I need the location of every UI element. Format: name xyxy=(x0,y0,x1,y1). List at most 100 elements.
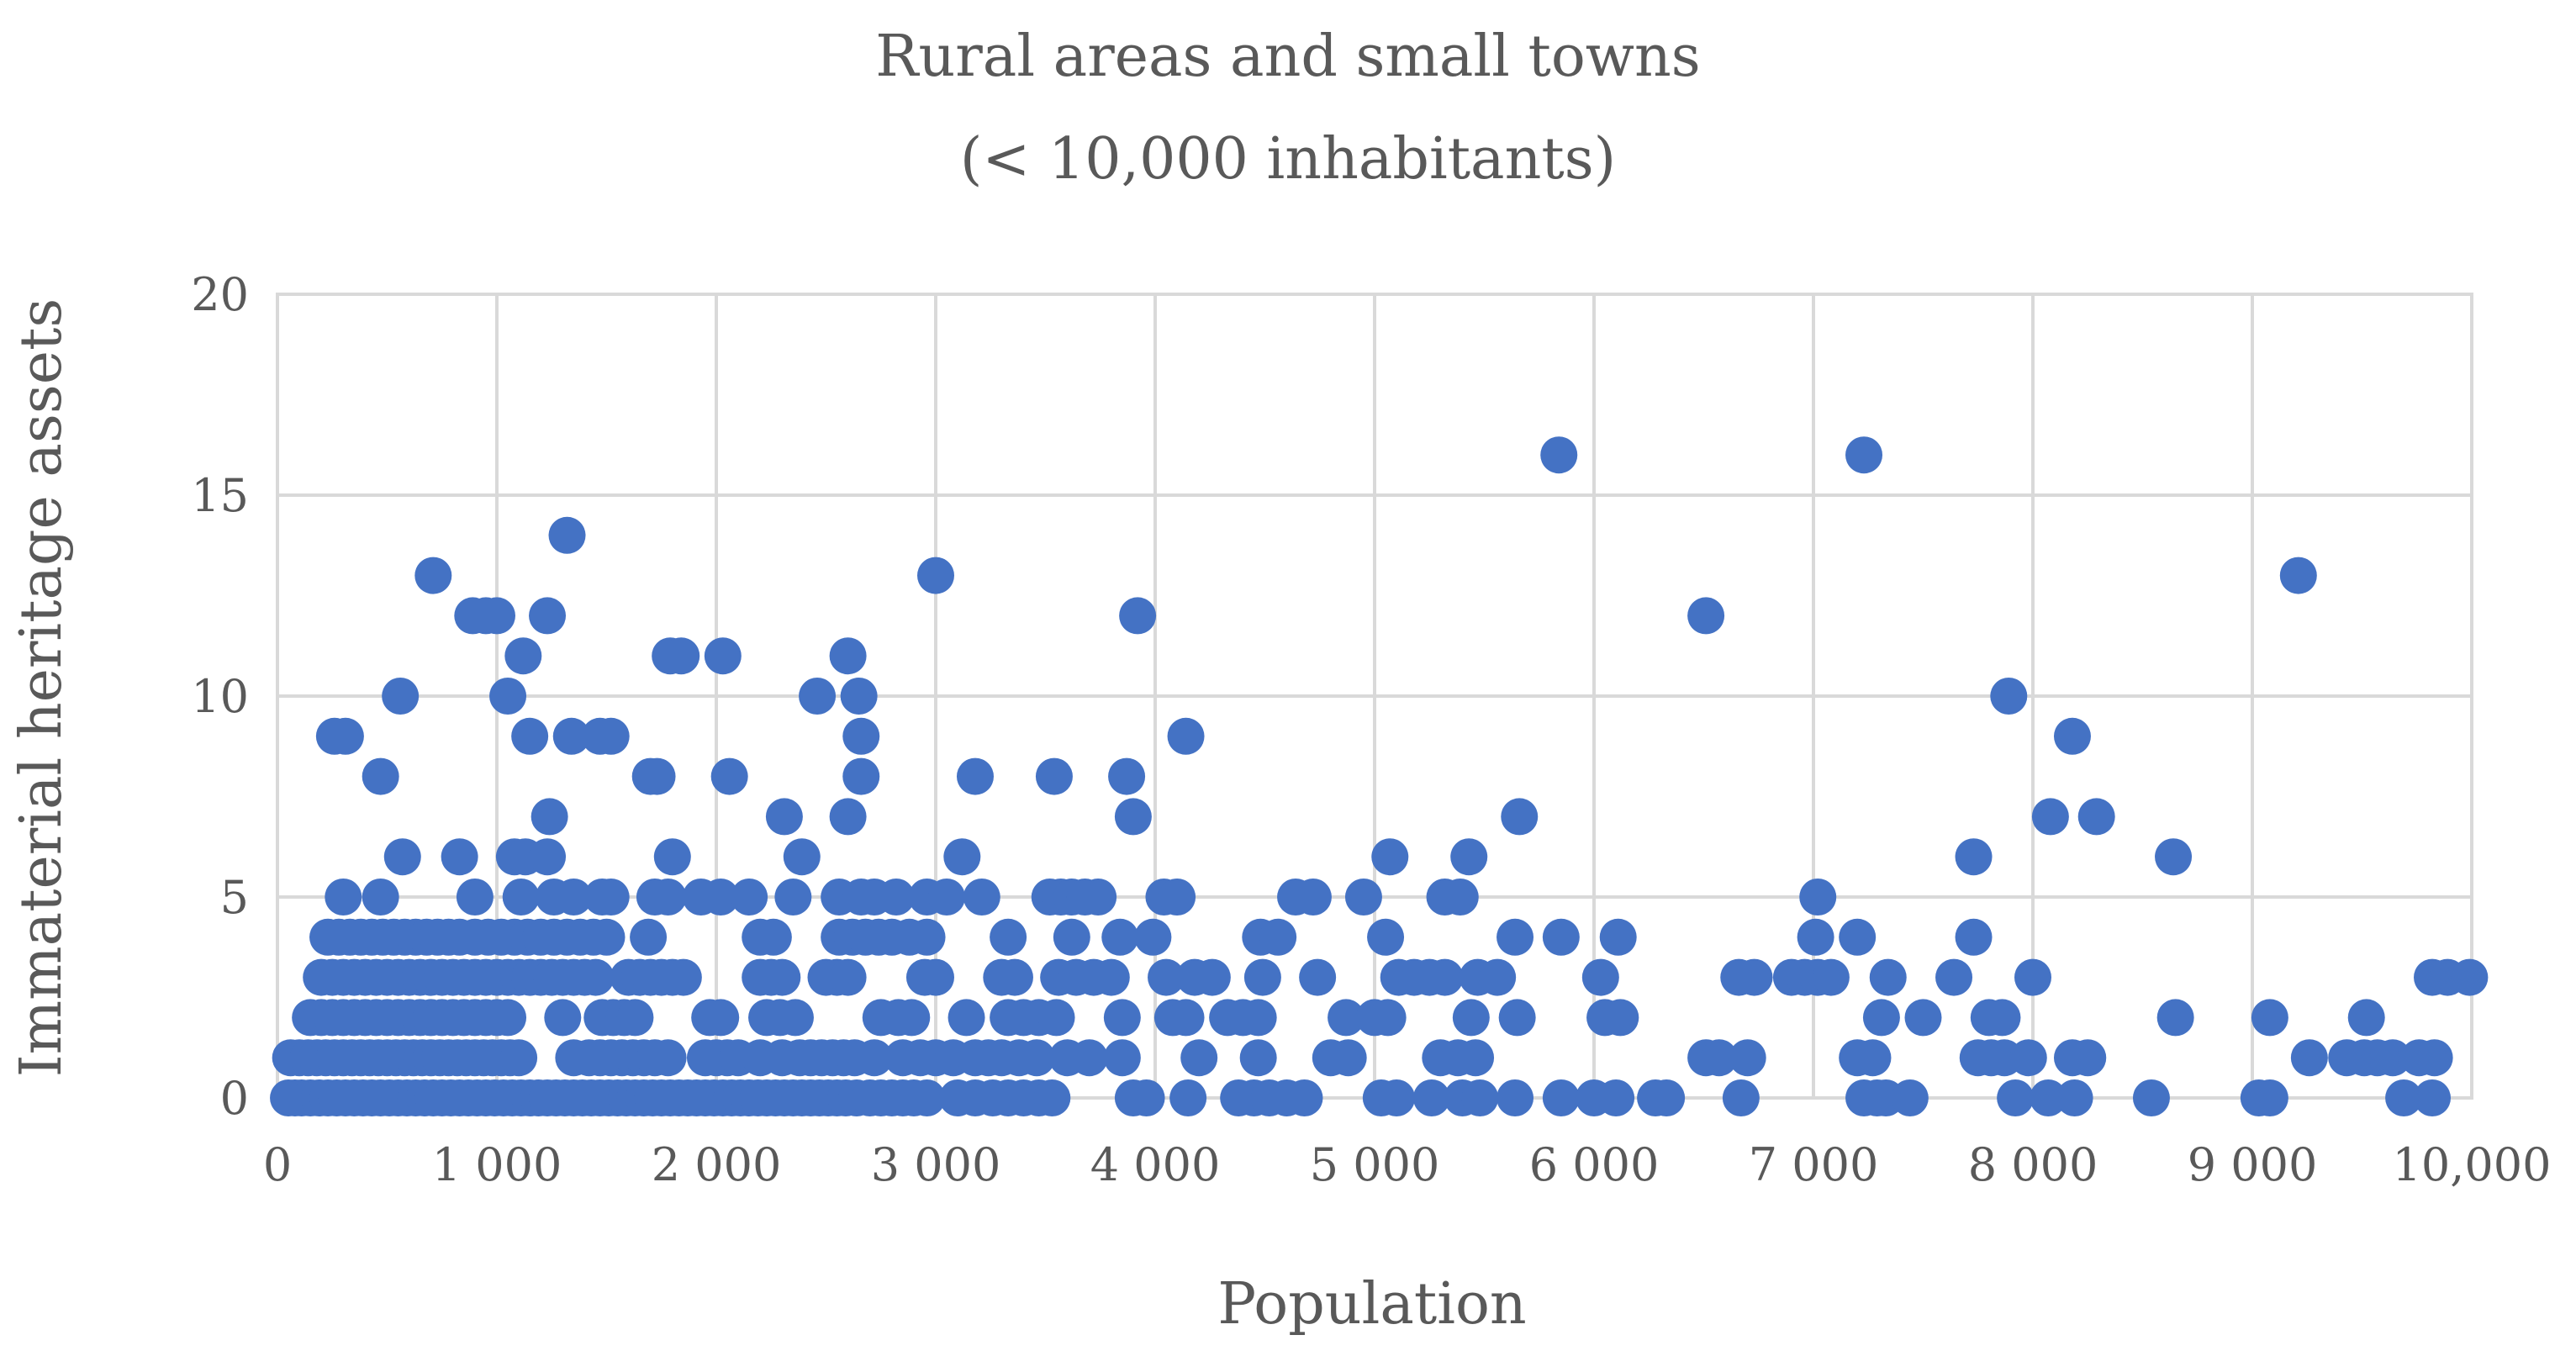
data-point xyxy=(489,999,527,1037)
x-tick-label: 2 000 xyxy=(652,1138,782,1191)
y-tick-label: 20 xyxy=(191,268,249,321)
data-point xyxy=(1441,879,1479,916)
data-point xyxy=(1328,999,1365,1037)
data-point xyxy=(1799,879,1837,916)
y-tick-label: 10 xyxy=(191,670,249,723)
data-point xyxy=(702,999,740,1037)
data-point xyxy=(1103,1039,1141,1077)
data-point xyxy=(2251,1079,2288,1116)
data-point xyxy=(555,879,593,916)
chart-subtitle: (< 10,000 inhabitants) xyxy=(960,126,1616,193)
data-point xyxy=(1498,999,1536,1037)
data-point xyxy=(1285,1079,1323,1116)
data-point xyxy=(1540,436,1578,474)
data-point xyxy=(2279,557,2317,594)
data-point xyxy=(1148,958,1185,996)
data-point xyxy=(754,918,792,956)
data-point xyxy=(1114,798,1152,836)
data-point xyxy=(588,918,626,956)
data-point xyxy=(1159,879,1196,916)
data-point xyxy=(1602,999,1639,1037)
data-point xyxy=(456,879,494,916)
data-point xyxy=(1990,678,2028,715)
data-point xyxy=(1367,918,1405,956)
data-point xyxy=(529,838,567,876)
x-tick-label: 10,000 xyxy=(2393,1138,2552,1191)
data-point xyxy=(630,918,668,956)
data-point xyxy=(1729,1039,1766,1077)
data-point xyxy=(702,879,740,916)
data-point xyxy=(502,879,540,916)
data-point xyxy=(1378,1079,1416,1116)
data-point xyxy=(414,557,452,594)
data-point xyxy=(855,1039,893,1077)
data-point xyxy=(1426,958,1464,996)
data-point xyxy=(1542,1079,1580,1116)
data-point xyxy=(2009,1039,2047,1077)
data-point xyxy=(1450,838,1488,876)
x-tick-label: 5 000 xyxy=(1310,1138,1440,1191)
data-point xyxy=(829,637,867,675)
data-point xyxy=(592,717,630,755)
data-point xyxy=(878,879,916,916)
data-point xyxy=(577,958,615,996)
data-point xyxy=(1070,1039,1108,1077)
data-point xyxy=(840,678,878,715)
data-point xyxy=(710,757,748,795)
data-point xyxy=(2155,838,2193,876)
data-point xyxy=(990,918,1027,956)
data-point xyxy=(2056,1079,2093,1116)
x-tick-label: 3 000 xyxy=(871,1138,1001,1191)
data-point xyxy=(664,958,702,996)
data-point xyxy=(943,838,981,876)
data-point xyxy=(2077,798,2115,836)
data-point xyxy=(1735,958,1773,996)
data-point xyxy=(1797,918,1834,956)
data-point xyxy=(1412,1079,1450,1116)
data-point xyxy=(776,999,814,1037)
data-point xyxy=(1845,436,1883,474)
data-point xyxy=(1839,918,1877,956)
data-point xyxy=(1497,918,1534,956)
data-point xyxy=(362,879,399,916)
data-point xyxy=(653,838,691,876)
y-axis-tick-labels: 0 5 10 15 20 xyxy=(191,268,249,1125)
data-point xyxy=(1687,597,1725,635)
data-point xyxy=(649,1039,687,1077)
data-point xyxy=(2451,958,2489,996)
data-point xyxy=(362,757,399,795)
data-point xyxy=(731,879,768,916)
data-point xyxy=(326,717,364,755)
data-point xyxy=(2290,1039,2328,1077)
data-point xyxy=(592,879,630,916)
data-point xyxy=(1344,879,1382,916)
data-point xyxy=(1167,717,1205,755)
data-point xyxy=(1167,999,1205,1037)
data-point xyxy=(382,678,420,715)
data-point xyxy=(1180,1039,1218,1077)
data-point xyxy=(531,798,568,836)
y-tick-label: 0 xyxy=(220,1072,249,1125)
data-point xyxy=(2156,999,2194,1037)
data-point xyxy=(1294,879,1332,916)
data-point xyxy=(1299,958,1337,996)
data-point xyxy=(1369,999,1407,1037)
data-point xyxy=(325,879,362,916)
x-tick-label: 8 000 xyxy=(1968,1138,2098,1191)
data-point xyxy=(2132,1079,2170,1116)
data-point xyxy=(917,958,954,996)
data-point xyxy=(441,838,478,876)
data-point xyxy=(1648,1079,1686,1116)
data-point xyxy=(893,999,931,1037)
data-point xyxy=(1169,1079,1207,1116)
data-point xyxy=(544,999,582,1037)
data-point xyxy=(1037,999,1075,1037)
data-point xyxy=(1329,1039,1367,1077)
data-points xyxy=(270,436,2489,1116)
data-point xyxy=(1035,757,1073,795)
data-point xyxy=(1452,999,1490,1037)
data-point xyxy=(1581,958,1619,996)
data-point xyxy=(1542,918,1580,956)
x-axis-tick-labels: 0 1 000 2 000 3 000 4 000 5 000 6 000 7 000 8 00… xyxy=(263,1138,2552,1191)
